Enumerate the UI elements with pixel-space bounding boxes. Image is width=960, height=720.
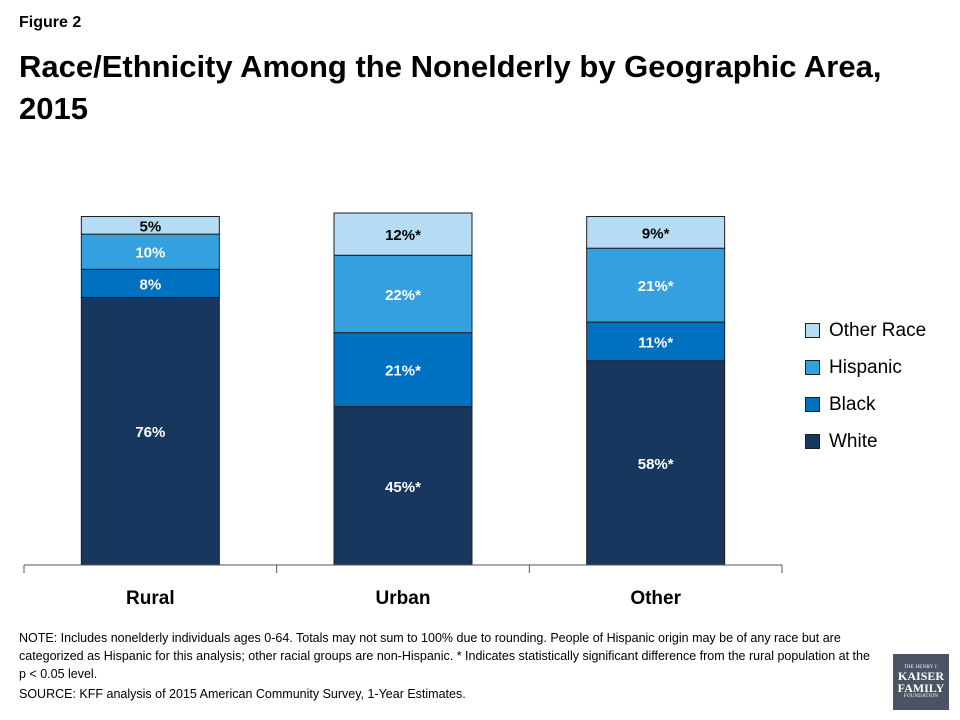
bar-segment-black-rural xyxy=(80,268,220,298)
legend-label: White xyxy=(829,430,878,452)
legend-item: Black xyxy=(805,386,926,423)
data-label: 58%* xyxy=(638,456,674,473)
bar-segment-white-urban xyxy=(333,406,473,566)
data-label: 8% xyxy=(139,276,161,293)
data-label: 45%* xyxy=(385,479,421,496)
data-label: 21%* xyxy=(638,278,674,295)
legend: Other Race Hispanic Black White xyxy=(805,312,926,460)
data-label: 21%* xyxy=(385,363,421,380)
data-label: 5% xyxy=(139,218,161,235)
logo-line-3: FAMILY xyxy=(897,681,945,695)
x-tick-label: Other xyxy=(630,588,681,609)
bar-segment-hispanic-other xyxy=(586,247,726,323)
kff-logo: THE HENRY J. KAISER FAMILY FOUNDATION xyxy=(893,654,949,710)
x-tick-label: Urban xyxy=(376,588,431,609)
data-label: 22%* xyxy=(385,287,421,304)
data-label: 11%* xyxy=(638,334,673,351)
legend-swatch xyxy=(805,397,820,412)
bar-segment-other-race-rural xyxy=(80,216,220,235)
logo-line-4: FOUNDATION xyxy=(903,694,939,699)
legend-item: Hispanic xyxy=(805,349,926,386)
data-label: 10% xyxy=(135,245,165,262)
logo-line-1: THE HENRY J. xyxy=(903,665,939,670)
legend-label: Other Race xyxy=(829,319,927,341)
data-label: 12%* xyxy=(385,227,421,244)
bar-segment-hispanic-urban xyxy=(333,254,473,334)
logo-line-2: KAISER xyxy=(897,669,944,683)
legend-label: Black xyxy=(829,393,876,415)
x-tick-label: Rural xyxy=(126,588,175,609)
legend-item: White xyxy=(805,423,926,460)
figure-label: Figure 2 xyxy=(19,14,82,31)
legend-label: Hispanic xyxy=(829,356,902,378)
bar-segment-other-race-other xyxy=(586,216,726,249)
legend-item: Other Race xyxy=(805,312,926,349)
legend-swatch xyxy=(805,323,820,338)
source-text: SOURCE: KFF analysis of 2015 American Co… xyxy=(19,687,466,701)
legend-swatch xyxy=(805,434,820,449)
note-text: NOTE: Includes nonelderly individuals ag… xyxy=(19,631,870,681)
bar-segment-black-other xyxy=(586,321,726,362)
stacked-bar-chart: 76% 8% 10% 5% Rural 45%* 21%* 22%* 12%* Urban 58%*… xyxy=(23,212,783,609)
chart-title: Race/Ethnicity Among the Nonelderly by G… xyxy=(19,49,882,126)
data-label: 9%* xyxy=(642,225,670,242)
legend-swatch xyxy=(805,360,820,375)
bar-segment-black-urban xyxy=(333,332,473,408)
bar-segment-white-rural xyxy=(80,296,220,566)
data-label: 76% xyxy=(135,424,165,441)
bar-segment-other-race-urban xyxy=(333,212,473,256)
